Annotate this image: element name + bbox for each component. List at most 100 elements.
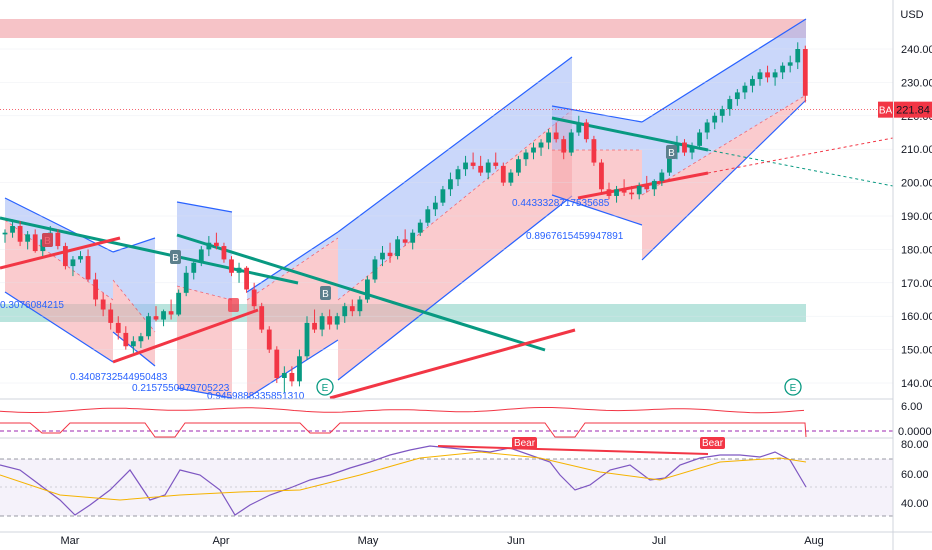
candle-body xyxy=(508,172,514,183)
fib-ratio-label: 0.8967615459947891 xyxy=(526,231,624,242)
fib-ratio-label: 0.9459888335851310 xyxy=(207,391,305,402)
trendline-red-2 xyxy=(112,308,259,364)
candle-series xyxy=(2,42,808,394)
earnings-marker-label: E xyxy=(322,383,329,394)
rsi-pane: Bear Bear xyxy=(0,437,893,517)
rsi-tick-label: 60.00 xyxy=(901,469,929,481)
trendline-green-2 xyxy=(176,233,546,352)
candle-body xyxy=(138,336,144,342)
candle-body xyxy=(221,246,227,260)
trendline-red-ext xyxy=(707,137,894,174)
candle-body xyxy=(2,232,8,235)
month-tick-label: Aug xyxy=(804,535,824,547)
channel-feb-mid-line xyxy=(4,219,114,301)
signal-step-line xyxy=(0,422,807,438)
candle-body xyxy=(667,152,672,173)
month-tick-label: Jun xyxy=(507,535,525,547)
candle-body xyxy=(697,132,702,146)
candle-body xyxy=(402,239,408,243)
candle-body xyxy=(757,72,763,80)
trendline-green-ext xyxy=(707,149,894,187)
buy-marker xyxy=(320,286,331,300)
trendline-red-4 xyxy=(577,171,709,200)
candle-body xyxy=(312,322,317,330)
pane2-tick-label: 6.00 xyxy=(901,401,922,413)
buy-marker-label: B xyxy=(322,289,329,300)
channel-may-jun-lower xyxy=(338,110,572,380)
candle-body xyxy=(334,316,340,325)
candle-body xyxy=(599,162,604,190)
bear-marker xyxy=(700,437,725,449)
channel-may-jun-top-line xyxy=(337,56,573,233)
candle-body xyxy=(395,239,400,257)
candle-body xyxy=(765,72,770,78)
candle-body xyxy=(297,356,302,382)
candle-body xyxy=(372,259,378,280)
candle-body xyxy=(327,316,333,325)
rsi-ma-line xyxy=(0,451,807,501)
candle-body xyxy=(523,152,529,160)
candle-body xyxy=(787,62,793,66)
candle-body xyxy=(25,234,31,242)
candle-body xyxy=(795,49,801,63)
candle-body xyxy=(259,306,265,330)
candle-body xyxy=(719,109,725,116)
symbol-badge xyxy=(878,101,893,118)
channel-mar-upper xyxy=(113,238,155,332)
candle-body xyxy=(478,165,484,173)
bear-marker-label: Bear xyxy=(702,438,724,449)
candle-body xyxy=(689,145,695,153)
candle-body xyxy=(85,256,91,280)
price-tick-label: 150.00 xyxy=(901,345,932,357)
channel-apr-upper xyxy=(177,202,232,300)
channel-mar-top-line xyxy=(112,237,156,253)
channel-jul-top-line xyxy=(641,18,807,123)
last-price-badge xyxy=(894,101,932,118)
candle-body xyxy=(168,311,174,315)
candle-body xyxy=(153,316,159,320)
candle-body xyxy=(78,256,83,260)
resistance-zone xyxy=(0,19,806,38)
candle-body xyxy=(712,115,718,123)
currency-label: USD xyxy=(900,9,923,21)
channel-may-jun-bottom-line xyxy=(337,195,573,381)
buy-marker-label: B xyxy=(172,253,179,264)
candle-body xyxy=(651,180,657,190)
time-axis: Mar Apr May Jun Jul Aug xyxy=(0,531,932,547)
candle-body xyxy=(161,311,166,320)
candle-body xyxy=(191,262,197,273)
channel-drawings xyxy=(4,18,807,399)
price-tick-label: 140.00 xyxy=(901,378,932,390)
price-tick-label: 230.00 xyxy=(901,77,932,89)
channel-jun-lower xyxy=(552,150,642,225)
channel-apr-may-mid-line xyxy=(246,237,339,301)
candle-body xyxy=(251,289,257,307)
candle-body xyxy=(319,316,325,330)
channel-jun-top-line xyxy=(551,105,643,123)
candle-body xyxy=(236,267,242,273)
candle-body xyxy=(780,65,786,73)
channel-feb-lower xyxy=(5,220,113,362)
price-axis: USD 140.00 150.00 160.00 170.00 180.00 190.00 2… xyxy=(878,0,932,550)
earnings-marker-label: E xyxy=(790,383,797,394)
sell-marker xyxy=(42,233,53,247)
pane2-tick-label: 0.0000 xyxy=(898,426,932,438)
candle-body xyxy=(576,122,582,133)
candle-body xyxy=(176,292,182,315)
candle-body xyxy=(463,162,468,170)
pane2-badge xyxy=(894,424,932,439)
candle-body xyxy=(115,322,121,333)
channel-jun-bottom-line xyxy=(551,194,643,226)
month-tick-label: Jul xyxy=(652,535,666,547)
candle-body xyxy=(432,202,438,210)
candle-body xyxy=(70,259,76,267)
symbol-badge-label: BA xyxy=(879,106,893,117)
bear-marker-label: Bear xyxy=(514,438,536,449)
channel-mar-bottom-line xyxy=(112,331,156,367)
candle-body xyxy=(55,232,61,247)
price-tick-label: 200.00 xyxy=(901,178,932,190)
trend-lines xyxy=(0,116,894,400)
bear-marker xyxy=(512,437,537,449)
candle-body xyxy=(63,246,68,267)
